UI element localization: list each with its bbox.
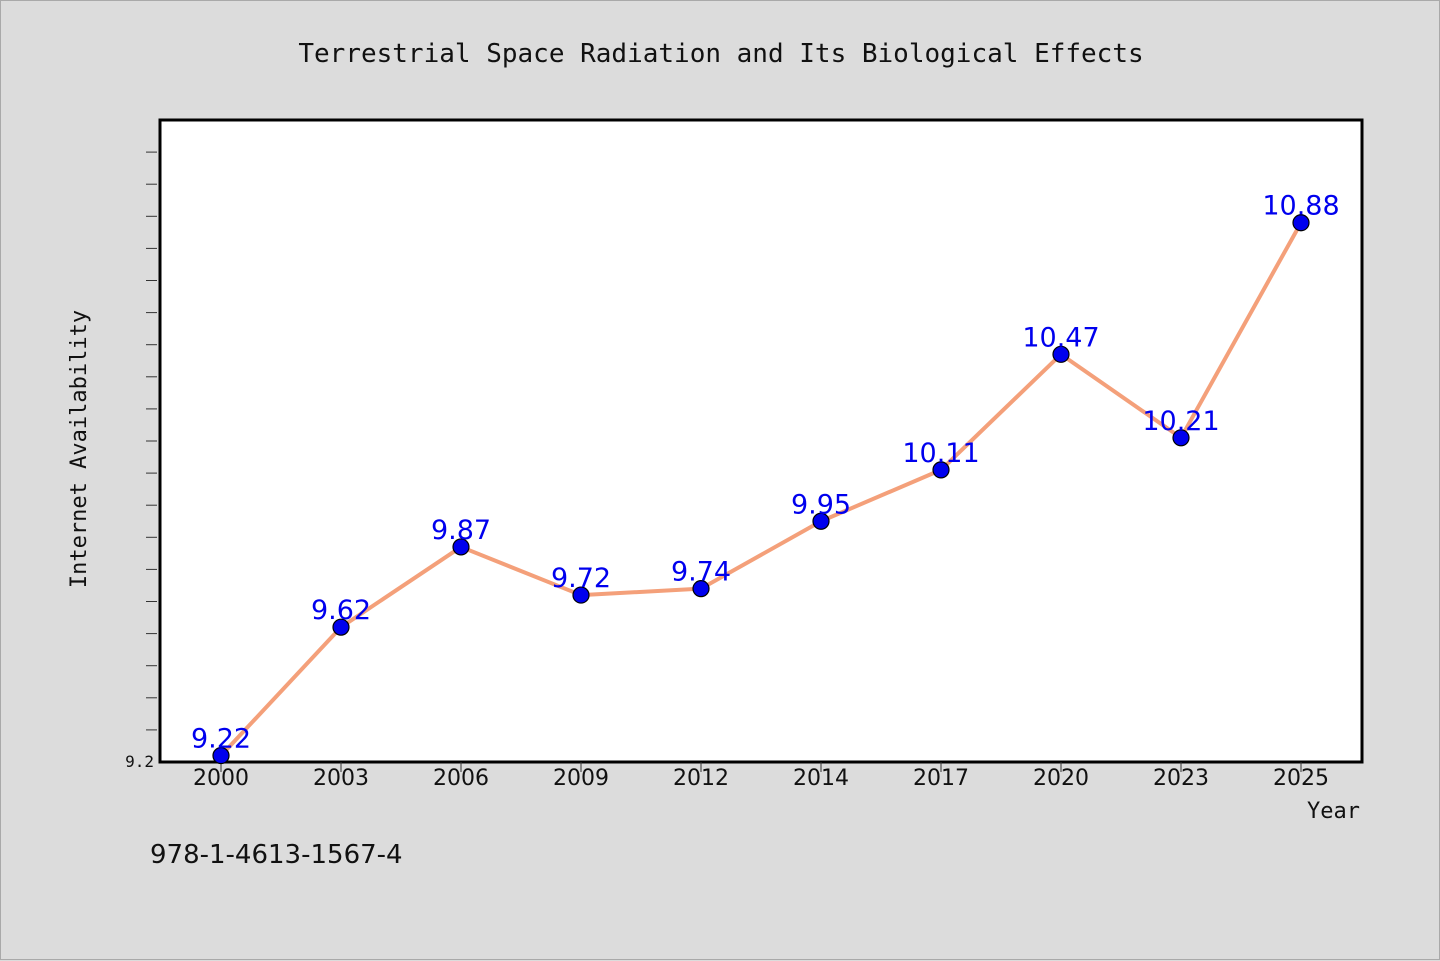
data-label: 10.88 <box>1262 191 1339 222</box>
x-tick-label: 2012 <box>673 766 729 791</box>
x-tick-label: 2017 <box>913 766 969 791</box>
data-point <box>212 746 230 765</box>
x-tick-label: 2000 <box>193 766 249 791</box>
data-label: 9.72 <box>551 563 611 594</box>
data-label: 9.87 <box>431 515 491 546</box>
x-tick-label: 2003 <box>313 766 369 791</box>
x-axis-ticks: 2000 2003 2006 2009 2012 2014 2017 2020 2023 2025 <box>193 762 1329 791</box>
data-point <box>1292 214 1310 232</box>
data-label: 10.21 <box>1142 406 1219 437</box>
series-line <box>219 221 1303 757</box>
x-tick-label: 2025 <box>1273 766 1329 791</box>
x-tick-label: 2006 <box>433 766 489 791</box>
data-label: 10.11 <box>902 438 979 469</box>
data-label: 9.22 <box>191 724 251 755</box>
y-axis-ticks: 9.2 <box>125 151 157 771</box>
x-tick-label: 2020 <box>1033 766 1089 791</box>
data-point <box>332 618 350 636</box>
x-axis-label: Year <box>1307 799 1360 824</box>
data-point <box>1052 345 1070 363</box>
series-group: 9.22 9.62 9.87 9.72 9.74 9.95 10.11 10.47 10.21 1… <box>191 191 1340 765</box>
data-label: 9.62 <box>311 595 371 626</box>
x-tick-label: 2014 <box>793 766 849 791</box>
data-point <box>572 586 590 604</box>
y-axis-label: Internet Availability <box>67 310 92 588</box>
data-point <box>1172 429 1190 447</box>
data-label: 9.95 <box>791 489 851 520</box>
plot-area <box>158 118 1364 764</box>
y-tick-label: 9.2 <box>125 752 154 771</box>
data-point <box>932 461 950 479</box>
data-point <box>812 512 830 530</box>
chart-title: Terrestrial Space Radiation and Its Biol… <box>298 39 1143 69</box>
data-label: 9.74 <box>671 557 731 588</box>
x-tick-label: 2023 <box>1153 766 1209 791</box>
data-point <box>452 538 470 556</box>
x-tick-label: 2009 <box>553 766 609 791</box>
footer-isbn: 978-1-4613-1567-4 <box>150 840 403 870</box>
data-label: 10.47 <box>1022 322 1099 353</box>
data-point <box>692 580 710 598</box>
